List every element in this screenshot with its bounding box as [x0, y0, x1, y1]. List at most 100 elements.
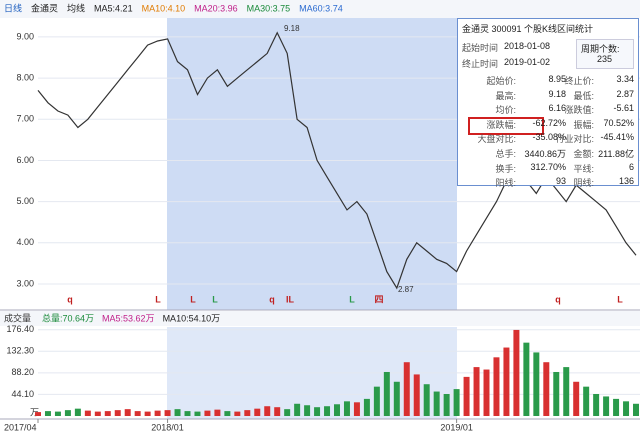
count: 235: [597, 54, 613, 64]
volume-bar: [523, 342, 530, 416]
stat-value: 9.18: [548, 88, 566, 99]
volume-bar: [533, 352, 540, 416]
selection: [167, 18, 457, 310]
volume-bar: [64, 410, 71, 416]
signal-marker: L: [155, 294, 161, 304]
stat-value: 3440.86万: [524, 149, 566, 159]
volume-bar: [563, 367, 570, 416]
volume-bar: [274, 407, 281, 416]
y-tick-label: 4.00: [16, 237, 34, 247]
count-box: 周期个数: 235: [576, 39, 634, 69]
volume-bar: [74, 408, 81, 416]
volume-bar: [633, 403, 639, 416]
volume-bar: [373, 386, 380, 416]
volume-header: [0, 311, 640, 326]
toolbar-item: MA20:3.96: [194, 3, 238, 13]
stat-value: -45.41%: [600, 132, 634, 143]
label: 终止时间: [462, 59, 499, 69]
x-tick-label: 2018/01: [151, 422, 184, 432]
signal-marker: 四: [374, 294, 383, 304]
volume-bar: [513, 329, 520, 416]
stat-label: 最高:: [495, 90, 516, 101]
volume-bar: [363, 398, 370, 416]
stat-value: 312.70%: [530, 161, 566, 172]
y-tick-label: 5.00: [16, 196, 34, 206]
highlight-box: [468, 117, 544, 135]
volume-bar: [94, 411, 101, 416]
stat-label: 金额:: [573, 149, 594, 159]
volume-bar: [593, 393, 600, 416]
signal-marker: q: [67, 294, 73, 304]
volume-bar: [194, 411, 201, 416]
volume-bar: [164, 410, 171, 416]
stat-label: 换手:: [495, 163, 516, 174]
stat-label: 行业对比:: [555, 134, 594, 145]
toolbar-item: 金通灵: [31, 2, 58, 13]
volume-bar: [553, 371, 560, 416]
y-tick-label: 8.00: [16, 72, 34, 82]
volume-bar: [204, 410, 211, 416]
stat-label: 起始价:: [486, 76, 516, 86]
y-tick-label: 3.00: [16, 278, 34, 288]
volume-bar: [543, 362, 550, 416]
volume-bar: [613, 398, 620, 416]
toolbar-item: MA30:3.75: [247, 3, 291, 13]
volume-bar: [353, 402, 360, 416]
volume-bar: [244, 410, 251, 416]
toolbar-item: 均线: [67, 2, 85, 13]
volume-bar: [184, 411, 191, 416]
volume-bar: [583, 386, 590, 416]
volume-bar: [44, 411, 51, 416]
volume-bar: [284, 409, 291, 416]
volume-bar: [84, 410, 91, 416]
toolbar-item: MA10:4.10: [142, 3, 186, 13]
y-tick-label: 88.20: [11, 367, 34, 377]
price-line: [37, 31, 637, 290]
y-tick-label: 176.40: [6, 324, 34, 334]
signal-marker: IL: [286, 294, 295, 304]
volume-bar: [503, 347, 510, 416]
stat-value: 93: [555, 176, 566, 187]
end-date: 2019-01-02: [504, 57, 551, 67]
y-tick-label: 6.00: [16, 155, 34, 165]
volume-bar: [453, 389, 460, 416]
volume-bar: [224, 411, 231, 416]
volume-bar: [334, 404, 340, 416]
stat-label: 涨跌幅:: [486, 119, 516, 130]
stats-panel: 金通灵 300091 个股K线区间统计 起始时间 2018-01-08 终止时间…: [457, 18, 639, 188]
volume-bar: [234, 411, 241, 416]
unit-label: 万: [30, 407, 39, 417]
volume-bar: [343, 401, 350, 416]
volume-bar: [264, 406, 271, 416]
volume-bar: [254, 408, 261, 416]
toolbar-item: 日线: [4, 2, 22, 13]
volume-bar: [573, 381, 580, 416]
x-tick-label: 2019/01: [440, 422, 473, 432]
annotation: 9.18: [284, 24, 300, 33]
y-tick-label: 9.00: [16, 31, 34, 41]
volume-bar: [383, 371, 390, 416]
volume-legend: 总量:70.64万: [42, 312, 94, 323]
volume-bar: [493, 357, 500, 416]
stat-value: 8.95: [548, 74, 566, 84]
volume-bar: [443, 393, 450, 416]
stat-label: 涨跌值:: [564, 105, 594, 116]
stat-value: 2.87: [616, 88, 634, 99]
volume-bar: [104, 411, 111, 416]
y-tick-label: 132.30: [6, 346, 34, 356]
stat-label: 均价:: [495, 105, 516, 116]
stat-value: -35.08%: [532, 132, 566, 143]
signal-marker: L: [190, 294, 196, 304]
stat-value: 6.16: [548, 103, 566, 114]
volume-legend: MA10:54.10万: [163, 313, 221, 323]
label: 起始时间: [462, 43, 499, 53]
signal-marker: q: [269, 294, 275, 304]
stat-value: -5.61: [613, 103, 634, 114]
volume-bar: [433, 391, 440, 416]
stat-label: 终止价:: [564, 76, 594, 86]
stat-value: 136: [618, 176, 634, 187]
volume-bar: [54, 411, 61, 416]
stat-label: 总手:: [495, 149, 516, 159]
volume-bar: [403, 362, 410, 416]
